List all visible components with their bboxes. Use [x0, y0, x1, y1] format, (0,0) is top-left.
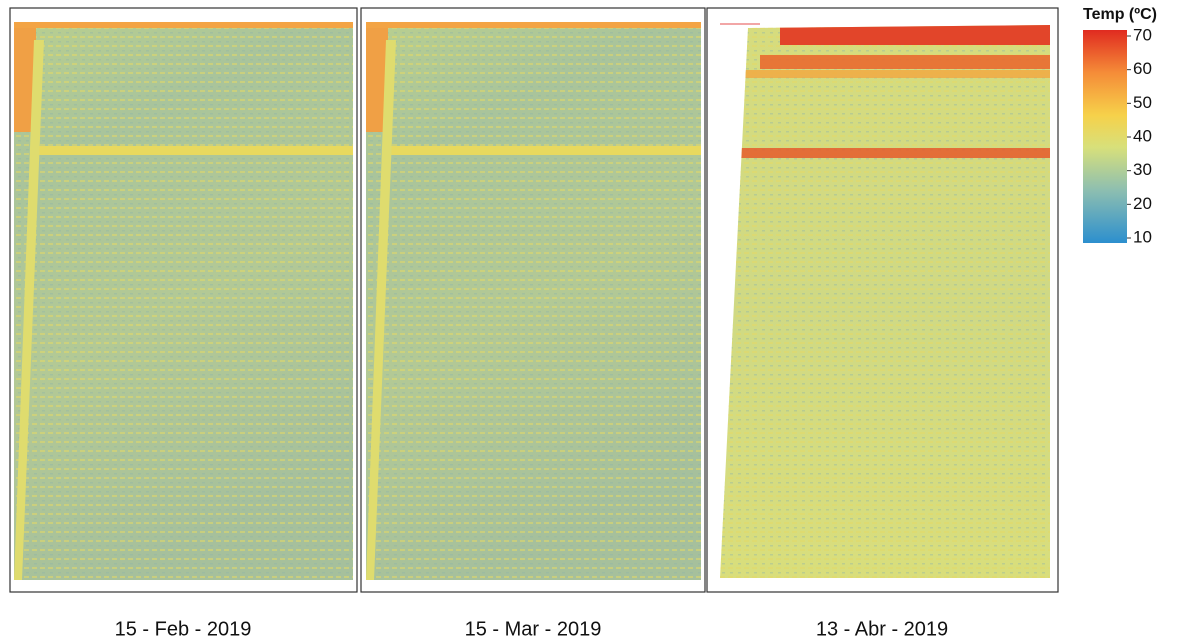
colorbar-tick-label: 70 — [1133, 25, 1152, 44]
panel-caption: 15 - Mar - 2019 — [465, 618, 602, 640]
colorbar-tick-label: 40 — [1133, 126, 1152, 145]
colorbar-tick-label: 60 — [1133, 59, 1152, 78]
thermal-panel — [9, 7, 358, 593]
colorbar-tick-label: 30 — [1133, 160, 1152, 179]
colorbar-tick-label: 10 — [1133, 227, 1152, 246]
panel-caption: 15 - Feb - 2019 — [115, 618, 252, 640]
colorbar — [1083, 30, 1127, 243]
colorbar-tick-label: 50 — [1133, 93, 1152, 112]
colorbar-title: Temp (ºC) — [1083, 6, 1157, 23]
panel-caption: 13 - Abr - 2019 — [816, 618, 948, 640]
thermal-panel — [360, 7, 706, 593]
colorbar-tick-label: 20 — [1133, 194, 1152, 213]
thermal-panel — [706, 7, 1059, 593]
